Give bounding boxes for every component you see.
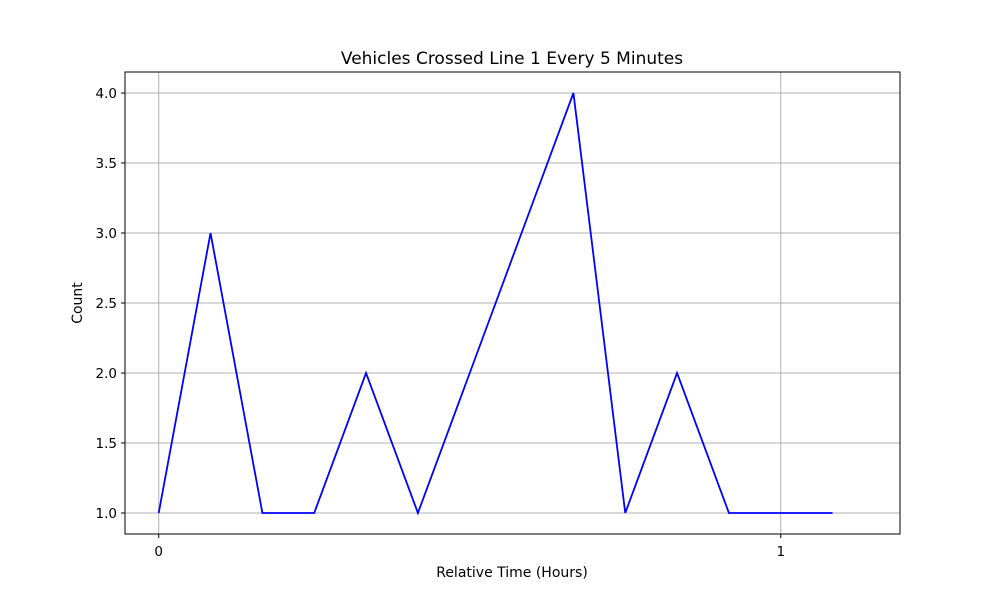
x-tick-label: 0 (154, 544, 163, 560)
series-line (157, 92, 833, 516)
series-layer (157, 92, 833, 516)
x-axis-label: Relative Time (Hours) (436, 565, 588, 581)
grid-lines (125, 72, 900, 534)
chart-title: Vehicles Crossed Line 1 Every 5 Minutes (341, 49, 683, 69)
y-axis-label: Count (70, 282, 86, 324)
x-tick-label: 1 (776, 544, 785, 560)
y-tick-label: 4.0 (96, 86, 117, 102)
y-tick-label: 2.5 (96, 296, 117, 312)
y-tick-label: 1.5 (96, 436, 117, 452)
axis-ticks: 1.0 1.5 2.0 2.5 3.0 3.5 4.0 0 1 (96, 86, 786, 560)
y-tick-label: 3.5 (96, 156, 117, 172)
y-tick-label: 1.0 (96, 506, 117, 522)
y-tick-label: 3.0 (96, 226, 117, 242)
y-tick-label: 2.0 (96, 366, 117, 382)
